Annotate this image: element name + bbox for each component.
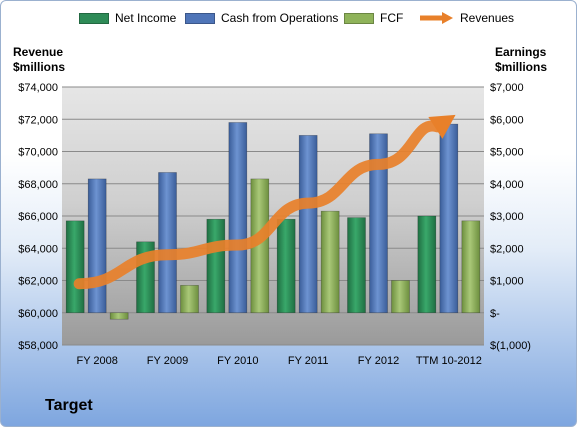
legend-arrow-icon <box>420 12 453 24</box>
right-tick-label: $- <box>490 308 500 320</box>
right-axis-title-line2: $millions <box>495 60 548 74</box>
left-tick-label: $58,000 <box>18 340 58 352</box>
fcf-bar <box>180 285 199 314</box>
net-income-bar <box>347 217 366 314</box>
left-tick-label: $64,000 <box>18 243 58 255</box>
right-tick-label: $1,000 <box>490 276 524 288</box>
right-tick-label: $2,000 <box>490 243 524 255</box>
category-label: FY 2009 <box>147 355 188 367</box>
left-tick-label: $60,000 <box>18 308 58 320</box>
right-axis-title-line1: Earnings <box>495 45 547 59</box>
right-tick-label: $7,000 <box>490 82 524 94</box>
fcf-bar <box>109 312 129 320</box>
left-tick-label: $66,000 <box>18 211 58 223</box>
category-label: TTM 10-2012 <box>416 355 482 367</box>
legend-label-revenues: Revenues <box>460 11 515 25</box>
cash-from-operations-bar <box>439 123 459 314</box>
legend-swatch-net-income <box>79 12 109 24</box>
legend-swatch-fcf <box>344 12 374 24</box>
revenues-arrowhead <box>428 114 456 139</box>
legend-swatch-cash-from-operations <box>185 12 215 24</box>
cash-from-operations-bar <box>228 122 248 314</box>
left-tick-label: $68,000 <box>18 179 58 191</box>
net-income-bar <box>276 218 296 314</box>
right-tick-label: $5,000 <box>490 147 524 159</box>
right-tick-label: $3,000 <box>490 211 524 223</box>
left-axis-title-line1: Revenue <box>13 45 64 59</box>
net-income-bar <box>417 215 437 314</box>
revenues-line <box>73 120 443 290</box>
cash-from-operations-bar <box>158 172 177 314</box>
fcf-bar <box>320 210 340 314</box>
legend-label-net-income: Net Income <box>115 11 177 25</box>
fcf-bar <box>391 280 410 314</box>
category-label: FY 2010 <box>217 355 258 367</box>
right-tick-label: $4,000 <box>490 179 524 191</box>
left-tick-label: $72,000 <box>18 114 58 126</box>
cash-from-operations-bar <box>369 133 388 314</box>
left-axis-title: Revenue $millions <box>13 45 65 75</box>
legend-item-revenues: Revenues <box>418 9 514 27</box>
fcf-bar <box>461 220 481 314</box>
category-label: FY 2012 <box>358 355 399 367</box>
category-label: FY 2011 <box>288 355 329 367</box>
legend: Net Income Cash from Operations FCF Reve… <box>1 9 576 27</box>
legend-item-fcf: FCF <box>344 9 403 27</box>
cash-from-operations-bar <box>298 135 318 314</box>
net-income-bar <box>65 220 85 314</box>
right-axis-title: Earnings $millions <box>495 45 547 75</box>
legend-label-fcf: FCF <box>380 11 404 25</box>
left-tick-label: $62,000 <box>18 276 58 288</box>
right-tick-label: $6,000 <box>490 114 524 126</box>
left-tick-label: $74,000 <box>18 82 58 94</box>
legend-label-cash-from-operations: Cash from Operations <box>221 11 339 25</box>
net-income-bar <box>206 218 226 314</box>
right-tick-label: $(1,000) <box>490 340 531 352</box>
cash-from-operations-bar <box>87 178 107 314</box>
company-name: Target <box>45 397 93 414</box>
left-tick-label: $70,000 <box>18 147 58 159</box>
category-label: FY 2008 <box>76 355 117 367</box>
legend-item-net-income: Net Income <box>79 9 176 27</box>
left-axis-title-line2: $millions <box>13 60 66 74</box>
legend-item-cash-from-operations: Cash from Operations <box>185 9 338 27</box>
